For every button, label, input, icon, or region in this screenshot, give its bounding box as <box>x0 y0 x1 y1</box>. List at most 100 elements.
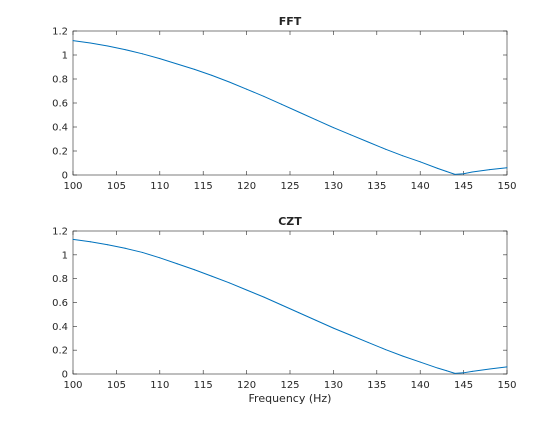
chart-1-data-point <box>72 40 74 42</box>
chart-2-xtick-label: 135 <box>367 380 386 391</box>
chart-2-ytick-label: 1.2 <box>52 227 68 238</box>
chart-1-data-point <box>124 49 126 51</box>
chart-1-ytick-label: 0.8 <box>52 75 68 86</box>
chart-2-data-point <box>124 247 126 249</box>
chart-2-data-point <box>72 238 74 240</box>
chart-1-data-point <box>298 111 300 113</box>
chart-2-data-point <box>471 370 473 372</box>
chart-2-data-point <box>489 368 491 370</box>
chart-2-data-point <box>445 370 447 372</box>
chart-1-xtick-label: 115 <box>194 181 213 192</box>
chart-1-data-point <box>350 134 352 136</box>
chart-1-data-point <box>402 155 404 157</box>
chart-2-xtick-label: 110 <box>150 380 169 391</box>
chart-1-group: 100 105 110 115 120 125 130 135 140 145 150 0 0.2 0.4… <box>52 15 516 192</box>
chart-1-xtick-label: 105 <box>107 181 126 192</box>
chart-2-ytick-label: 0.8 <box>52 274 68 285</box>
chart-2-data-point <box>280 304 282 306</box>
chart-1-ytick-label: 0.2 <box>52 147 68 158</box>
chart-2-data-point <box>367 341 369 343</box>
chart-1-xtick-label: 125 <box>280 181 299 192</box>
chart-2-xtick-label: 100 <box>63 380 82 391</box>
chart-1-data-point <box>332 127 334 129</box>
chart-2-xlabel: Frequency (Hz) <box>249 392 332 405</box>
chart-2-series-line <box>72 238 508 374</box>
chart-2-data-point <box>89 241 91 243</box>
chart-1-series-line <box>72 40 508 175</box>
chart-1-data-point <box>506 167 508 169</box>
chart-2-data-point <box>246 289 248 291</box>
chart-2-xtick-label: 105 <box>107 380 126 391</box>
chart-2-data-point <box>454 372 456 374</box>
chart-2-ytick-label: 0.2 <box>52 346 68 357</box>
chart-1-data-point <box>228 81 230 83</box>
chart-1-xtick-label: 120 <box>237 181 256 192</box>
chart-1-ytick-label: 0 <box>62 171 68 182</box>
chart-2-xtick-label: 145 <box>454 380 473 391</box>
chart-1-data-point <box>263 95 265 97</box>
chart-2-ytick-label: 1 <box>62 250 68 261</box>
chart-2-ytick-label: 0.6 <box>52 298 68 309</box>
chart-1-data-point <box>454 173 456 175</box>
chart-2-data-point <box>419 361 421 363</box>
chart-1-data-point <box>159 58 161 60</box>
chart-1-data-point <box>246 88 248 90</box>
chart-2-data-point <box>315 319 317 321</box>
chart-1-data-point <box>463 173 465 175</box>
chart-2-xtick-label: 130 <box>324 380 343 391</box>
chart-1-xtick-label: 130 <box>324 181 343 192</box>
chart-2-group: 100 105 110 115 120 125 130 135 140 145 150 0 0.2 0.4… <box>52 215 516 405</box>
chart-2-data-point <box>437 367 439 369</box>
chart-1-data-point <box>211 74 213 76</box>
chart-1-data-point <box>107 45 109 47</box>
chart-1-xtick-label: 145 <box>454 181 473 192</box>
chart-1-xtick-label: 135 <box>367 181 386 192</box>
chart-2-data-point <box>228 282 230 284</box>
chart-2-xtick-label: 150 <box>497 380 516 391</box>
chart-2-data-point <box>350 334 352 336</box>
chart-2-data-point <box>298 312 300 314</box>
chart-2-data-point <box>506 366 508 368</box>
chart-1-title: FFT <box>279 15 302 28</box>
chart-2-data-point <box>159 257 161 259</box>
chart-2-data-point <box>263 296 265 298</box>
chart-1-data-point <box>280 103 282 105</box>
chart-2-data-point <box>194 269 196 271</box>
chart-1-data-point <box>445 170 447 172</box>
chart-1-data-point <box>89 42 91 44</box>
chart-2-ytick-label: 0.4 <box>52 322 68 333</box>
chart-1-data-point <box>176 63 178 65</box>
chart-2-data-point <box>332 327 334 329</box>
chart-1-ytick-label: 1.2 <box>52 27 68 38</box>
chart-1-xtick-label: 140 <box>411 181 430 192</box>
chart-1-data-point <box>437 167 439 169</box>
chart-1-xtick-label: 100 <box>63 181 82 192</box>
chart-1-ytick-label: 0.6 <box>52 99 68 110</box>
chart-2-ytick-label: 0 <box>62 370 68 381</box>
chart-2-data-point <box>211 275 213 277</box>
chart-2-data-point <box>402 355 404 357</box>
chart-2-xtick-label: 140 <box>411 380 430 391</box>
chart-1-data-point <box>315 119 317 121</box>
chart-1-xtick-label: 110 <box>150 181 169 192</box>
chart-1-data-point <box>384 148 386 150</box>
chart-1-xtick-label: 150 <box>497 181 516 192</box>
chart-1-data-point <box>489 169 491 171</box>
chart-2-xtick-label: 125 <box>280 380 299 391</box>
chart-2-data-point <box>176 263 178 265</box>
chart-2-data-point <box>384 349 386 351</box>
chart-2-plot-area <box>72 230 508 375</box>
chart-1-data-point <box>141 53 143 55</box>
chart-2-xtick-label: 115 <box>194 380 213 391</box>
chart-1-ytick-label: 0.4 <box>52 123 68 134</box>
chart-1-data-point <box>367 141 369 143</box>
chart-1-data-point <box>471 171 473 173</box>
chart-2-data-point <box>107 244 109 246</box>
chart-2-data-point <box>463 372 465 374</box>
chart-2-data-point <box>141 251 143 253</box>
chart-1-data-point <box>419 161 421 163</box>
chart-2-title: CZT <box>278 215 302 228</box>
chart-2-xtick-label: 120 <box>237 380 256 391</box>
